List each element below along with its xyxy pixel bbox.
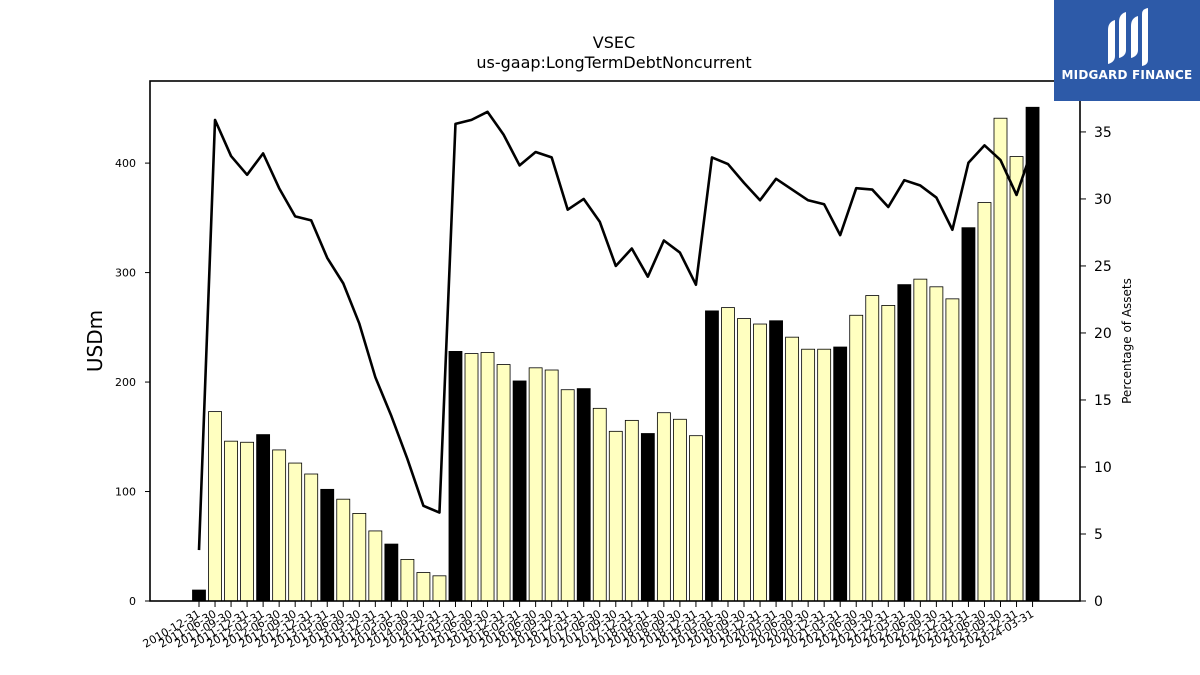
y2-tick-label: 20 [1094, 326, 1112, 342]
bar-2019-06-30 [737, 318, 751, 602]
bar-2011-12-31 [256, 434, 271, 602]
bar-2018-12-31 [705, 310, 719, 602]
bar-2012-03-31 [272, 449, 287, 602]
bar-2020-09-30 [817, 348, 832, 602]
y2-tick-label: 0 [1094, 594, 1103, 610]
bar-2015-03-31 [464, 353, 479, 602]
y-tick-label: 200 [115, 376, 136, 389]
bar-2011-06-30 [224, 440, 238, 602]
bar-2011-09-30 [240, 441, 254, 602]
bar-2017-12-31 [640, 433, 655, 602]
bar-2013-09-30 [368, 530, 383, 602]
bar-2020-06-30 [801, 348, 816, 602]
bar-2012-12-31 [320, 488, 335, 602]
chart-title: VSEC [593, 33, 635, 52]
bar-2014-06-30 [416, 572, 431, 602]
bar-2016-09-30 [560, 389, 575, 602]
brand-logo: MIDGARD FINANCE [1054, 0, 1200, 101]
y2-tick-label: 10 [1094, 460, 1112, 476]
bar-2021-03-31 [849, 314, 864, 602]
bar-2014-09-30 [432, 575, 447, 602]
bar-2023-12-31 [1025, 106, 1040, 602]
bar-2022-12-31 [961, 227, 976, 602]
bar-2019-09-30 [753, 323, 767, 602]
bar-2022-03-31 [913, 278, 928, 602]
bar-2019-03-31 [721, 307, 735, 602]
bar-2014-03-31 [400, 559, 415, 602]
y-tick-label: 0 [129, 595, 136, 608]
bar-2022-06-30 [929, 286, 944, 602]
y2-axis: 0 5 10 15 20 25 30 35 [1080, 125, 1112, 610]
y2-tick-label: 5 [1094, 527, 1103, 543]
bar-2013-12-31 [384, 543, 399, 602]
y2-tick-label: 15 [1094, 393, 1112, 409]
bar-2016-06-30 [544, 369, 559, 602]
y-axis-label: USDm [83, 310, 107, 372]
chart-subtitle: us-gaap:LongTermDebtNoncurrent [476, 53, 751, 72]
bar-2022-09-30 [945, 298, 960, 602]
y-axis: 0 100 200 300 400 [115, 157, 150, 608]
bar-2014-12-31 [448, 350, 463, 602]
y-tick-label: 400 [115, 157, 136, 170]
y2-axis-label: Percentage of Assets [1120, 278, 1134, 404]
bar-2021-06-30 [865, 295, 880, 602]
x-axis: 2010-12-312011-06-302011-09-302011-12-31… [141, 601, 1036, 651]
plot-frame [149, 80, 1081, 602]
bar-2018-09-30 [689, 435, 703, 602]
y2-tick-label: 30 [1094, 192, 1112, 208]
brand-name: MIDGARD FINANCE [1061, 68, 1193, 82]
bar-2012-09-30 [304, 473, 319, 602]
bar-2019-12-31 [769, 320, 783, 602]
y-tick-label: 300 [115, 267, 136, 280]
bar-2016-03-31 [528, 367, 543, 602]
bar-2021-12-31 [897, 284, 912, 602]
bar-2018-06-30 [673, 418, 687, 602]
bar-2010-12-31 [192, 589, 206, 602]
line-layer [197, 110, 1034, 551]
bar-2023-06-30 [993, 117, 1008, 602]
bar-2017-09-30 [624, 419, 639, 602]
bar-2013-03-31 [336, 498, 351, 602]
y-tick-label: 100 [115, 486, 136, 499]
bar-2015-12-31 [512, 380, 527, 602]
bar-2016-12-31 [576, 388, 591, 602]
bar-2018-03-31 [656, 412, 671, 602]
bar-2017-03-31 [592, 407, 607, 602]
brand-mark-icon [1108, 8, 1148, 66]
bar-2015-09-30 [496, 364, 511, 602]
bar-2023-03-31 [977, 202, 992, 602]
bar-2013-06-30 [352, 513, 367, 602]
bar-2020-03-31 [785, 336, 800, 602]
bar-2017-06-30 [608, 430, 623, 602]
percentage-line [197, 110, 1034, 551]
bar-2021-09-30 [881, 305, 896, 602]
bars-layer [192, 106, 1040, 602]
y2-tick-label: 35 [1094, 125, 1112, 141]
y2-tick-label: 25 [1094, 259, 1112, 275]
bar-2015-06-30 [480, 352, 495, 602]
bar-2012-06-30 [288, 462, 303, 602]
bar-2011-03-31 [208, 411, 222, 602]
bar-2020-12-31 [833, 346, 848, 602]
bar-2023-09-30 [1009, 156, 1024, 602]
